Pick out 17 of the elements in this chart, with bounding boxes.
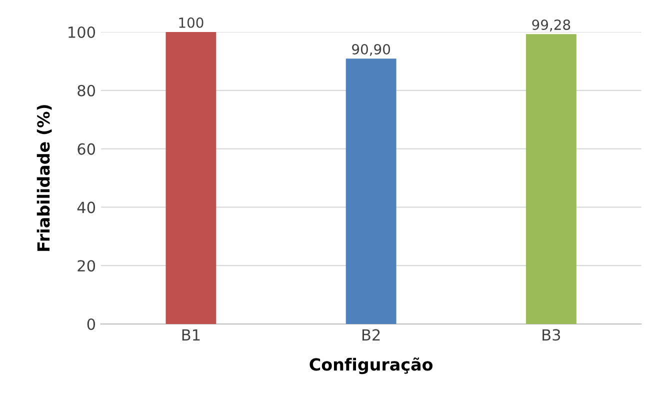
bar [526, 34, 576, 324]
y-tick-label: 60 [78, 143, 96, 155]
data-label: 100 [179, 17, 204, 28]
x-tick-label: B2 [362, 329, 380, 340]
y-tick-label: 100 [68, 26, 96, 38]
bar [346, 58, 396, 324]
data-label: 99,28 [532, 20, 570, 32]
x-tick-label: B1 [182, 329, 200, 340]
y-tick-label: 20 [78, 260, 96, 272]
y-tick-label: 0 [87, 318, 96, 330]
x-axis-title: Configuração [310, 358, 433, 374]
y-axis-title: Friabilidade (%) [36, 105, 52, 251]
bar [166, 32, 216, 324]
y-tick-label: 40 [77, 202, 96, 214]
y-tick-label: 80 [78, 84, 96, 96]
x-tick-label: B3 [542, 329, 560, 341]
data-label: 90,90 [352, 44, 390, 56]
